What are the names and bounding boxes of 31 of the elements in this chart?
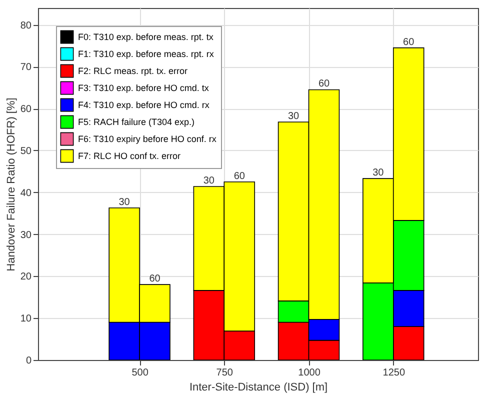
annotation: 30 bbox=[203, 176, 215, 187]
x-tick-label: 500 bbox=[132, 368, 149, 378]
legend-label: F5: RACH failure (T304 exp.) bbox=[78, 117, 195, 127]
y-tick-label: 30 bbox=[20, 230, 32, 241]
annotation: 60 bbox=[234, 170, 246, 182]
annotation: 60 bbox=[318, 78, 330, 90]
y-tick-label: 10 bbox=[20, 314, 32, 325]
annotation: 60 bbox=[403, 36, 415, 48]
legend-label: F1: T310 exp. before meas. rpt. rx bbox=[78, 49, 214, 59]
annotation: 30 bbox=[118, 196, 130, 208]
legend-label: F6: T310 expiry before HO conf. rx bbox=[78, 134, 217, 144]
annotation: 30 bbox=[288, 110, 300, 122]
y-tick-label: 70 bbox=[20, 62, 32, 74]
annotation: 30 bbox=[372, 168, 384, 179]
legend-label: F3: T310 exp. before HO cmd. tx bbox=[78, 83, 210, 93]
y-axis-title: Handover Failure Ratio (HOFR) [%] bbox=[5, 98, 18, 272]
y-tick-label: 60 bbox=[20, 104, 32, 116]
y-tick-label: 50 bbox=[20, 146, 32, 157]
legend-label: F2: RLC meas. rpt. tx. error bbox=[78, 66, 188, 76]
legend-label: F7: RLC HO conf tx. error bbox=[78, 151, 181, 161]
y-tick-label: 0 bbox=[26, 356, 32, 366]
x-axis-title: Inter-Site-Distance (ISD) [m] bbox=[189, 382, 328, 394]
legend-label: F4: T310 exp. before HO cmd. rx bbox=[78, 100, 210, 110]
x-tick-label: 750 bbox=[216, 368, 234, 378]
annotation: 60 bbox=[149, 274, 161, 285]
y-tick-label: 40 bbox=[20, 188, 32, 199]
x-tick-label: 1000 bbox=[298, 368, 321, 378]
x-tick-label: 1250 bbox=[382, 368, 406, 378]
y-tick-label: 20 bbox=[20, 272, 32, 283]
y-tick-label: 80 bbox=[20, 20, 32, 32]
legend-label: F0: T310 exp. before meas. rpt. tx bbox=[78, 32, 214, 42]
